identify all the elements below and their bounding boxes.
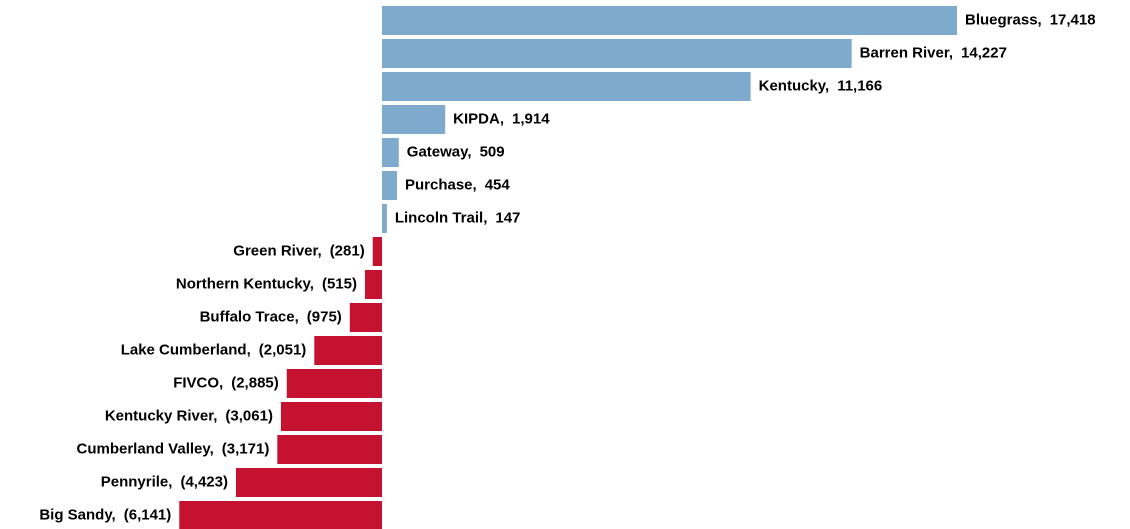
value-label: 14,227: [961, 44, 1007, 61]
value-label: 1,914: [512, 110, 550, 127]
bar: [382, 39, 852, 68]
category-label: Lake Cumberland,: [121, 341, 251, 358]
bar: [280, 402, 382, 431]
value-label: 17,418: [1050, 11, 1096, 28]
value-label: 147: [495, 209, 520, 226]
category-label: Purchase,: [405, 176, 477, 193]
value-label: (975): [307, 308, 342, 325]
value-label: (515): [322, 275, 357, 292]
bar: [382, 171, 397, 200]
bar: [349, 303, 382, 332]
bar: [364, 270, 382, 299]
bar: [382, 204, 387, 233]
category-label: Bluegrass,: [965, 11, 1042, 28]
value-label: 11,166: [837, 77, 882, 94]
value-label: (3,061): [225, 407, 273, 424]
bar: [382, 138, 399, 167]
value-label: (6,141): [124, 506, 172, 523]
category-label: Gateway,: [407, 143, 472, 160]
value-label: (2,051): [259, 341, 307, 358]
category-label: Buffalo Trace,: [200, 308, 299, 325]
category-label: FIVCO,: [173, 374, 223, 391]
category-label: Cumberland Valley,: [77, 440, 214, 457]
category-label: Green River,: [233, 242, 321, 259]
category-label: Northern Kentucky,: [176, 275, 314, 292]
value-label: (281): [330, 242, 365, 259]
bar: [179, 501, 382, 529]
value-label: 454: [485, 176, 511, 193]
category-label: Pennyrile,: [101, 473, 173, 490]
bar: [382, 105, 446, 134]
value-label: 509: [480, 143, 505, 160]
bar: [382, 6, 957, 35]
category-label: Kentucky,: [759, 77, 830, 94]
category-label: Barren River,: [860, 44, 953, 61]
bar: [277, 435, 382, 464]
category-label: Lincoln Trail,: [395, 209, 488, 226]
category-label: Kentucky River,: [105, 407, 218, 424]
bar: [372, 237, 382, 266]
bar: [235, 468, 382, 497]
bar: [382, 72, 751, 101]
value-label: (4,423): [180, 473, 228, 490]
value-label: (3,171): [222, 440, 270, 457]
bar: [314, 336, 382, 365]
value-label: (2,885): [231, 374, 279, 391]
bar: [286, 369, 382, 398]
category-label: Big Sandy,: [39, 506, 115, 523]
category-label: KIPDA,: [453, 110, 504, 127]
